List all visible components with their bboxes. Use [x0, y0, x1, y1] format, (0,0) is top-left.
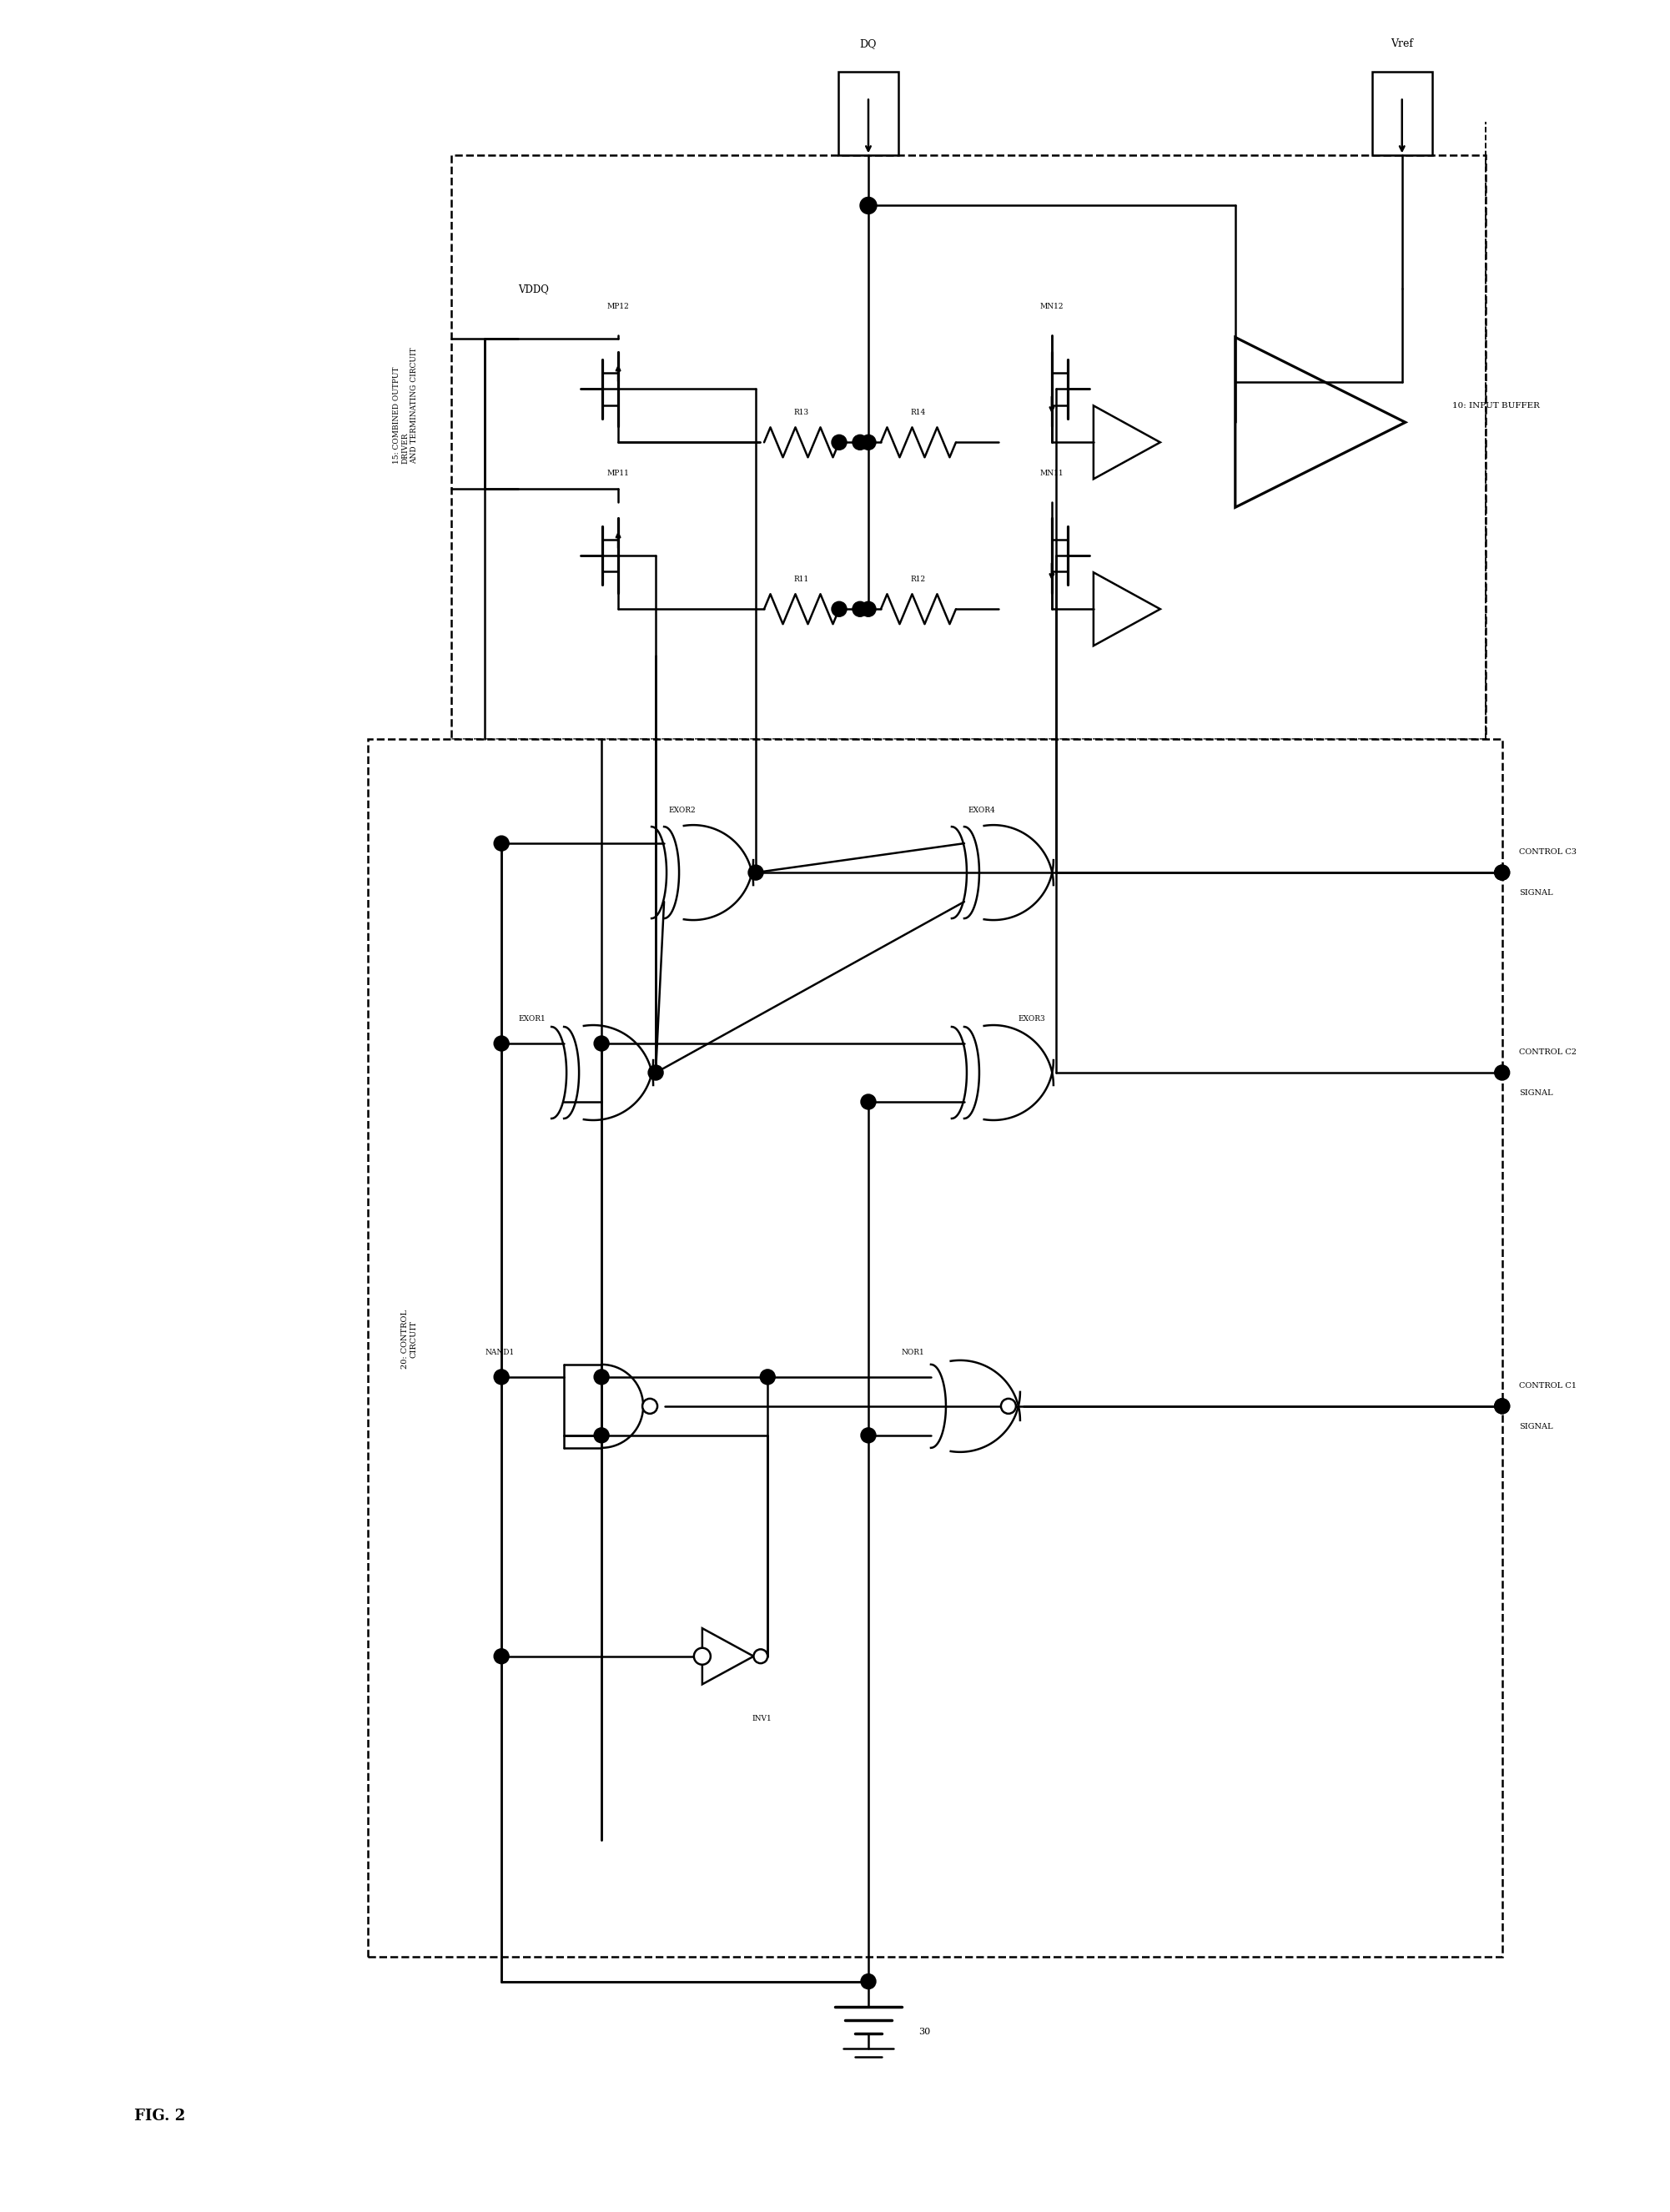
Text: CONTROL C3: CONTROL C3	[1518, 849, 1576, 856]
Circle shape	[860, 1427, 875, 1442]
Text: MP12: MP12	[606, 303, 630, 310]
Circle shape	[1495, 865, 1510, 880]
Text: MN12: MN12	[1040, 303, 1064, 310]
Circle shape	[852, 602, 867, 617]
Circle shape	[753, 1650, 768, 1663]
Text: R11: R11	[793, 575, 810, 582]
Circle shape	[760, 1369, 775, 1385]
Circle shape	[748, 865, 763, 880]
Text: 15: COMBINED OUTPUT
DRIVER
AND TERMINATING CIRCUIT: 15: COMBINED OUTPUT DRIVER AND TERMINATI…	[392, 347, 418, 465]
Text: EXOR4: EXOR4	[969, 807, 995, 814]
Circle shape	[1495, 1398, 1510, 1413]
Circle shape	[832, 602, 847, 617]
Text: EXOR1: EXOR1	[518, 1015, 546, 1022]
Bar	[367, 739, 1501, 1955]
Circle shape	[860, 1095, 875, 1110]
Circle shape	[860, 436, 875, 449]
Circle shape	[595, 1369, 610, 1385]
Circle shape	[832, 436, 847, 449]
Circle shape	[860, 602, 875, 617]
Text: CONTROL C2: CONTROL C2	[1518, 1048, 1576, 1055]
Text: DQ: DQ	[860, 40, 877, 49]
Text: SIGNAL: SIGNAL	[1518, 1422, 1553, 1431]
Circle shape	[494, 1369, 509, 1385]
Text: Vref: Vref	[1391, 40, 1413, 49]
Circle shape	[695, 1648, 711, 1666]
Text: NAND1: NAND1	[484, 1349, 514, 1356]
Text: EXOR2: EXOR2	[668, 807, 695, 814]
Text: INV1: INV1	[751, 1714, 772, 1723]
Text: R14: R14	[910, 409, 925, 416]
Circle shape	[1495, 865, 1510, 880]
Circle shape	[494, 836, 509, 852]
Circle shape	[860, 197, 877, 215]
Bar	[838, 73, 898, 155]
Circle shape	[494, 1648, 509, 1663]
Circle shape	[595, 1427, 610, 1442]
Text: VDDQ: VDDQ	[518, 283, 549, 294]
Circle shape	[595, 1035, 610, 1051]
Bar	[451, 155, 1485, 739]
Circle shape	[1495, 1066, 1510, 1079]
Circle shape	[860, 1973, 875, 1989]
Circle shape	[1495, 1398, 1510, 1413]
Text: MP11: MP11	[606, 469, 630, 478]
Text: 30: 30	[919, 2028, 930, 2035]
Text: SIGNAL: SIGNAL	[1518, 889, 1553, 896]
Text: SIGNAL: SIGNAL	[1518, 1088, 1553, 1097]
Circle shape	[494, 1035, 509, 1051]
Text: CONTROL C1: CONTROL C1	[1518, 1382, 1576, 1389]
Text: R13: R13	[795, 409, 810, 416]
Text: FIG. 2: FIG. 2	[135, 2108, 185, 2124]
Text: NOR1: NOR1	[902, 1349, 925, 1356]
Text: 20: CONTROL
CIRCUIT: 20: CONTROL CIRCUIT	[401, 1310, 418, 1369]
Circle shape	[643, 1398, 658, 1413]
Circle shape	[648, 1066, 663, 1079]
Text: EXOR3: EXOR3	[1019, 1015, 1045, 1022]
Text: R12: R12	[910, 575, 925, 582]
Text: 10: INPUT BUFFER: 10: INPUT BUFFER	[1451, 403, 1540, 409]
Text: MN11: MN11	[1040, 469, 1064, 478]
Circle shape	[1000, 1398, 1015, 1413]
Circle shape	[852, 436, 867, 449]
Bar	[1373, 73, 1433, 155]
